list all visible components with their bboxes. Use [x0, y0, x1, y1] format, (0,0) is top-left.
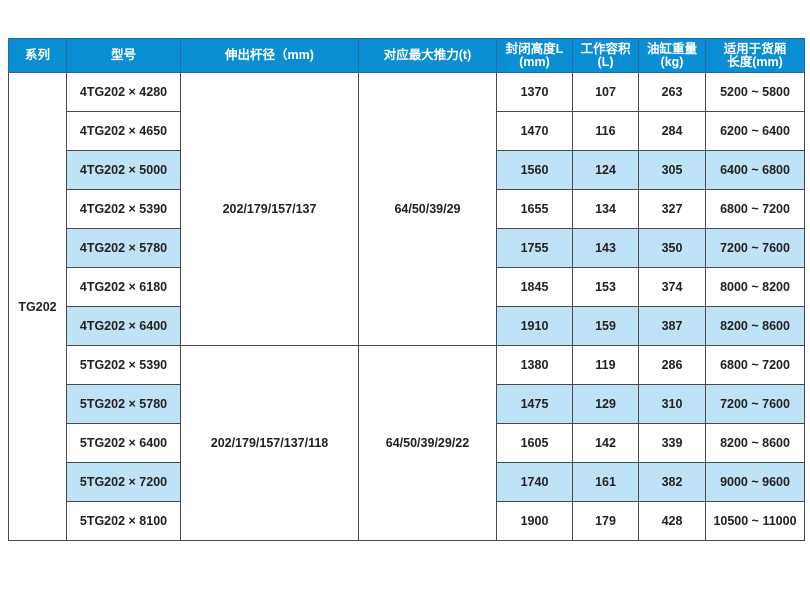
box-length-cell: 6800 ~ 7200: [705, 189, 805, 229]
model-cell: 5TG202 × 8100: [66, 501, 181, 541]
table-row: 4TG202 × 6400 1910 159 387 8200 ~ 8600: [9, 306, 805, 346]
weight-cell: 350: [638, 228, 706, 268]
volume-cell: 134: [572, 189, 639, 229]
volume-cell: 153: [572, 267, 639, 307]
closed-height-cell: 1845: [496, 267, 573, 307]
model-cell: 5TG202 × 5780: [66, 384, 181, 424]
volume-cell: 129: [572, 384, 639, 424]
max-force-cell: 64/50/39/29/22: [358, 345, 497, 541]
weight-cell: 284: [638, 111, 706, 151]
box-length-cell: 9000 ~ 9600: [705, 462, 805, 502]
box-length-cell: 6200 ~ 6400: [705, 111, 805, 151]
table-row: 5TG202 × 5780 1475 129 310 7200 ~ 7600: [9, 384, 805, 424]
weight-cell: 310: [638, 384, 706, 424]
box-length-cell: 8000 ~ 8200: [705, 267, 805, 307]
closed-height-cell: 1910: [496, 306, 573, 346]
weight-cell: 339: [638, 423, 706, 463]
header-row: 系列 型号 伸出杆径（mm) 对应最大推力(t) 封闭高度L (mm) 工作容积 (L) 油…: [8, 38, 805, 73]
column-header: 型号: [66, 38, 181, 73]
column-header: 系列: [8, 38, 67, 73]
volume-cell: 143: [572, 228, 639, 268]
model-cell: 4TG202 × 5000: [66, 150, 181, 190]
closed-height-cell: 1740: [496, 462, 573, 502]
model-cell: 4TG202 × 4280: [66, 72, 181, 112]
weight-cell: 387: [638, 306, 706, 346]
closed-height-cell: 1755: [496, 228, 573, 268]
max-force-cell: 64/50/39/29: [358, 72, 497, 346]
closed-height-cell: 1380: [496, 345, 573, 385]
weight-cell: 374: [638, 267, 706, 307]
closed-height-cell: 1370: [496, 72, 573, 112]
table-row: TG202 4TG202 × 4280 202/179/157/137 64/50/3…: [8, 72, 805, 541]
volume-cell: 159: [572, 306, 639, 346]
column-header: 对应最大推力(t): [358, 38, 497, 73]
column-header: 油缸重量(kg): [638, 38, 706, 73]
volume-cell: 179: [572, 501, 639, 541]
volume-cell: 116: [572, 111, 639, 151]
volume-cell: 161: [572, 462, 639, 502]
weight-cell: 428: [638, 501, 706, 541]
volume-cell: 142: [572, 423, 639, 463]
model-cell: 4TG202 × 6400: [66, 306, 181, 346]
box-length-cell: 7200 ~ 7600: [705, 228, 805, 268]
closed-height-cell: 1900: [496, 501, 573, 541]
closed-height-cell: 1470: [496, 111, 573, 151]
closed-height-cell: 1655: [496, 189, 573, 229]
column-header: 封闭高度L (mm): [496, 38, 573, 73]
closed-height-cell: 1475: [496, 384, 573, 424]
table-row: 4TG202 × 5000 1560 124 305 6400 ~ 6800: [9, 150, 805, 190]
rod-diameter-cell: 202/179/157/137/118: [180, 345, 359, 541]
box-length-cell: 6400 ~ 6800: [705, 150, 805, 190]
model-cell: 5TG202 × 7200: [66, 462, 181, 502]
box-length-cell: 7200 ~ 7600: [705, 384, 805, 424]
table-row: 5TG202 × 7200 1740 161 382 9000 ~ 9600: [9, 462, 805, 502]
table-row: 4TG202 × 5780 1755 143 350 7200 ~ 7600: [9, 228, 805, 268]
model-cell: 5TG202 × 6400: [66, 423, 181, 463]
series-cell: TG202: [8, 72, 67, 541]
box-length-cell: 8200 ~ 8600: [705, 306, 805, 346]
table-row: 4TG202 × 6180 1845 153 374 8000 ~ 8200: [9, 267, 805, 307]
volume-cell: 119: [572, 345, 639, 385]
column-header: 伸出杆径（mm): [180, 38, 359, 73]
model-cell: 4TG202 × 4650: [66, 111, 181, 151]
table-row: 4TG202 × 4650 1470 116 284 6200 ~ 6400: [9, 111, 805, 151]
box-length-cell: 5200 ~ 5800: [705, 72, 805, 112]
column-header: 适用于货厢 长度(mm): [705, 38, 805, 73]
table-row: 5TG202 × 5390 202/179/157/137/118 64/50/39…: [9, 345, 805, 541]
weight-cell: 327: [638, 189, 706, 229]
box-length-cell: 8200 ~ 8600: [705, 423, 805, 463]
model-cell: 4TG202 × 5390: [66, 189, 181, 229]
rod-diameter-cell: 202/179/157/137: [180, 72, 359, 346]
weight-cell: 382: [638, 462, 706, 502]
model-cell: 4TG202 × 5780: [66, 228, 181, 268]
table-row: 5TG202 × 6400 1605 142 339 8200 ~ 8600: [9, 423, 805, 463]
column-header: 工作容积 (L): [572, 38, 639, 73]
table-row: 4TG202 × 5390 1655 134 327 6800 ~ 7200: [9, 189, 805, 229]
volume-cell: 107: [572, 72, 639, 112]
weight-cell: 286: [638, 345, 706, 385]
model-cell: 4TG202 × 6180: [66, 267, 181, 307]
weight-cell: 305: [638, 150, 706, 190]
weight-cell: 263: [638, 72, 706, 112]
model-cell: 5TG202 × 5390: [66, 345, 181, 385]
volume-cell: 124: [572, 150, 639, 190]
spec-table: 系列 型号 伸出杆径（mm) 对应最大推力(t) 封闭高度L (mm) 工作容积 (L) 油…: [8, 38, 805, 541]
closed-height-cell: 1560: [496, 150, 573, 190]
box-length-cell: 10500 ~ 11000: [705, 501, 805, 541]
closed-height-cell: 1605: [496, 423, 573, 463]
box-length-cell: 6800 ~ 7200: [705, 345, 805, 385]
table-row: 5TG202 × 8100 1900 179 428 10500 ~ 11000: [9, 501, 805, 541]
